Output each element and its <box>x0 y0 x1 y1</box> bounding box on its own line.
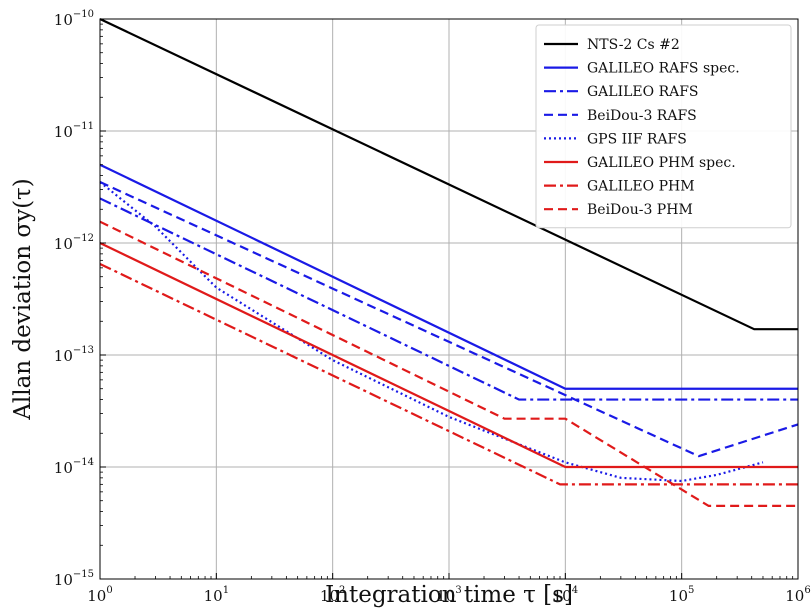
x-tick-exponent: 4 <box>572 585 578 596</box>
y-tick-base: 10 <box>54 347 73 365</box>
x-tick-base: 10 <box>785 587 804 605</box>
y-tick-label: 10−15 <box>54 569 94 589</box>
x-tick-exponent: 6 <box>804 585 810 596</box>
y-tick-base: 10 <box>54 123 73 141</box>
y-axis-title: Allan deviation σy(τ) <box>10 178 36 421</box>
x-tick-exponent: 2 <box>339 585 345 596</box>
y-tick-label: 10−13 <box>54 345 94 365</box>
x-tick-exponent: 0 <box>106 585 112 596</box>
x-tick-base: 10 <box>669 587 688 605</box>
y-tick-label: 10−10 <box>54 9 94 29</box>
x-tick-exponent: 3 <box>455 585 461 596</box>
x-tick-exponent: 1 <box>223 585 229 596</box>
x-tick-base: 10 <box>87 587 106 605</box>
y-tick-base: 10 <box>54 571 73 589</box>
y-tick-label: 10−14 <box>54 457 94 477</box>
legend-label-4: GPS IIF RAFS <box>587 131 687 147</box>
series-line-3 <box>99 181 799 458</box>
legend-label-6: GALILEO PHM <box>587 179 695 195</box>
axis-ticks <box>99 18 799 580</box>
y-tick-exponent: −11 <box>73 121 94 132</box>
x-tick-label: 100 <box>87 585 112 605</box>
x-tick-label: 103 <box>436 585 461 605</box>
series-line-5 <box>99 242 798 469</box>
legend-label-0: NTS-2 Cs #2 <box>587 37 680 53</box>
legend-label-7: BeiDou-3 PHM <box>587 202 693 218</box>
y-tick-label: 10−11 <box>54 121 94 141</box>
y-tick-exponent: −14 <box>73 457 94 468</box>
legend-label-1: GALILEO RAFS spec. <box>587 61 740 77</box>
legend-label-3: BeiDou-3 RAFS <box>587 108 697 124</box>
series-lines <box>99 18 799 507</box>
y-tick-exponent: −12 <box>73 233 94 244</box>
x-tick-base: 10 <box>553 587 572 605</box>
y-tick-base: 10 <box>54 459 73 477</box>
y-tick-exponent: −10 <box>73 9 94 20</box>
x-tick-exponent: 5 <box>688 585 694 596</box>
y-tick-exponent: −13 <box>73 345 94 356</box>
x-tick-label: 101 <box>204 585 229 605</box>
y-tick-base: 10 <box>54 235 73 253</box>
x-tick-base: 10 <box>204 587 223 605</box>
series-line-2 <box>99 197 798 401</box>
legend: NTS-2 Cs #2 GALILEO RAFS spec. GALILEO RAF… <box>535 24 792 229</box>
y-tick-label: 10−12 <box>54 233 94 253</box>
legend-box <box>535 24 792 229</box>
x-tick-label: 105 <box>669 585 694 605</box>
series-line-1 <box>99 163 798 390</box>
y-tick-base: 10 <box>54 11 73 29</box>
x-tick-labels: 100 101 102 103 104 105 106 <box>87 585 810 605</box>
legend-label-5: GALILEO PHM spec. <box>587 155 736 171</box>
x-tick-label: 104 <box>553 585 578 605</box>
x-axis-title: Integration time τ [s] <box>325 582 573 608</box>
y-tick-exponent: −15 <box>73 569 94 580</box>
series-line-6 <box>99 262 798 486</box>
x-tick-base: 10 <box>436 587 455 605</box>
series-line-0 <box>99 18 798 331</box>
x-tick-label: 102 <box>320 585 345 605</box>
legend-label-2: GALILEO RAFS <box>587 84 699 100</box>
x-tick-base: 10 <box>320 587 339 605</box>
series-line-7 <box>99 220 798 507</box>
x-tick-label: 106 <box>785 585 810 605</box>
